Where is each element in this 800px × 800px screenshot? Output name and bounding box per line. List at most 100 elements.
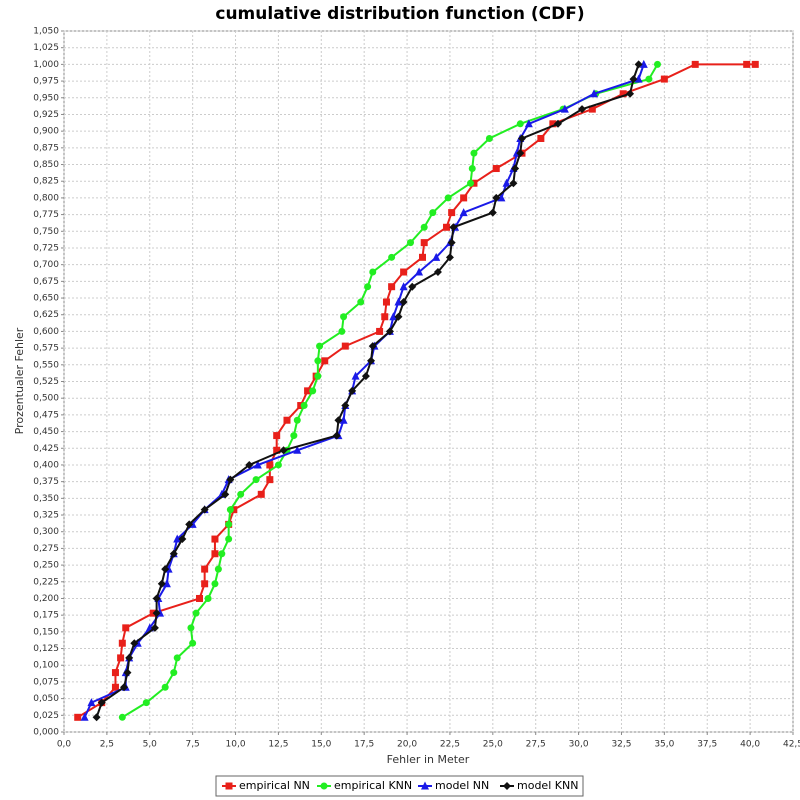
marker <box>118 713 126 721</box>
marker <box>290 432 298 440</box>
x-tick-label: 7,5 <box>185 740 199 750</box>
marker <box>341 342 349 350</box>
marker <box>201 580 209 588</box>
marker <box>226 506 234 514</box>
marker <box>173 534 182 543</box>
y-tick-label: 0,125 <box>33 644 59 654</box>
marker <box>221 490 230 499</box>
marker <box>389 312 398 321</box>
marker <box>211 535 219 543</box>
marker <box>161 565 170 574</box>
marker <box>376 327 384 335</box>
marker <box>120 683 129 692</box>
marker <box>111 669 119 677</box>
x-axis-label: Fehler in Meter <box>387 753 470 766</box>
marker <box>309 387 317 395</box>
y-tick-label: 0,875 <box>33 143 59 153</box>
marker <box>178 535 187 544</box>
marker <box>743 60 751 68</box>
marker <box>304 387 312 395</box>
marker <box>639 59 648 68</box>
y-tick-label: 0,475 <box>33 410 59 420</box>
marker <box>130 639 139 648</box>
marker <box>418 253 426 261</box>
marker <box>369 268 377 276</box>
marker <box>340 313 348 321</box>
y-axis-label: Prozentualer Fehler <box>13 327 26 434</box>
marker <box>211 550 219 558</box>
marker <box>152 594 161 603</box>
marker <box>279 446 288 455</box>
marker <box>432 252 441 261</box>
marker <box>408 282 417 291</box>
x-tick-label: 0,0 <box>57 740 72 750</box>
marker <box>560 104 569 113</box>
marker <box>459 208 468 217</box>
marker <box>449 223 458 232</box>
x-tick-label: 32,5 <box>611 740 631 750</box>
marker <box>321 357 329 365</box>
marker <box>485 134 493 142</box>
marker <box>274 461 282 469</box>
marker <box>192 609 200 617</box>
marker <box>394 297 403 306</box>
x-tick-label: 20,0 <box>397 740 417 750</box>
marker <box>590 89 599 98</box>
marker <box>74 713 82 721</box>
x-tick-label: 5,0 <box>143 740 158 750</box>
marker <box>118 639 126 647</box>
marker <box>334 416 343 425</box>
marker <box>252 476 260 484</box>
marker <box>492 165 500 173</box>
marker <box>629 75 638 84</box>
x-tick-label: 25,0 <box>483 740 503 750</box>
marker <box>187 624 195 632</box>
marker <box>653 60 661 68</box>
marker <box>245 460 254 469</box>
marker <box>634 60 643 69</box>
marker <box>316 342 324 350</box>
marker <box>509 179 518 188</box>
legend-label: empirical KNN <box>334 779 412 792</box>
marker <box>634 74 643 83</box>
marker <box>516 149 525 158</box>
x-tick-label: 27,5 <box>526 740 546 750</box>
marker <box>468 165 476 173</box>
marker <box>588 105 596 113</box>
y-tick-label: 0,900 <box>33 127 59 137</box>
y-tick-label: 1,050 <box>33 27 59 37</box>
marker <box>185 520 194 529</box>
y-tick-label: 0,400 <box>33 460 59 470</box>
x-tick-label: 17,5 <box>354 740 374 750</box>
y-tick-label: 0,300 <box>33 527 59 537</box>
marker <box>266 476 274 484</box>
y-tick-label: 0,800 <box>33 193 59 203</box>
marker <box>214 565 222 573</box>
marker <box>218 550 226 558</box>
y-tick-label: 0,825 <box>33 177 59 187</box>
marker <box>429 209 437 217</box>
marker <box>169 549 178 558</box>
x-tick-label: 22,5 <box>440 740 460 750</box>
marker <box>537 134 545 142</box>
chart-title: cumulative distribution function (CDF) <box>215 4 584 24</box>
marker <box>517 134 526 143</box>
marker <box>123 668 132 677</box>
marker <box>399 298 408 307</box>
marker <box>467 179 475 187</box>
y-tick-label: 0,775 <box>33 210 59 220</box>
marker <box>211 580 219 588</box>
marker <box>549 120 557 128</box>
marker <box>117 654 125 662</box>
marker <box>283 416 291 424</box>
marker <box>445 253 454 262</box>
y-tick-label: 1,000 <box>33 60 59 70</box>
y-tick-label: 0,150 <box>33 627 59 637</box>
y-tick-label: 0,275 <box>33 544 59 554</box>
marker <box>339 415 348 424</box>
x-tick-label: 35,0 <box>654 740 674 750</box>
marker <box>368 342 377 351</box>
marker <box>488 208 497 217</box>
y-tick-label: 0,075 <box>33 677 59 687</box>
